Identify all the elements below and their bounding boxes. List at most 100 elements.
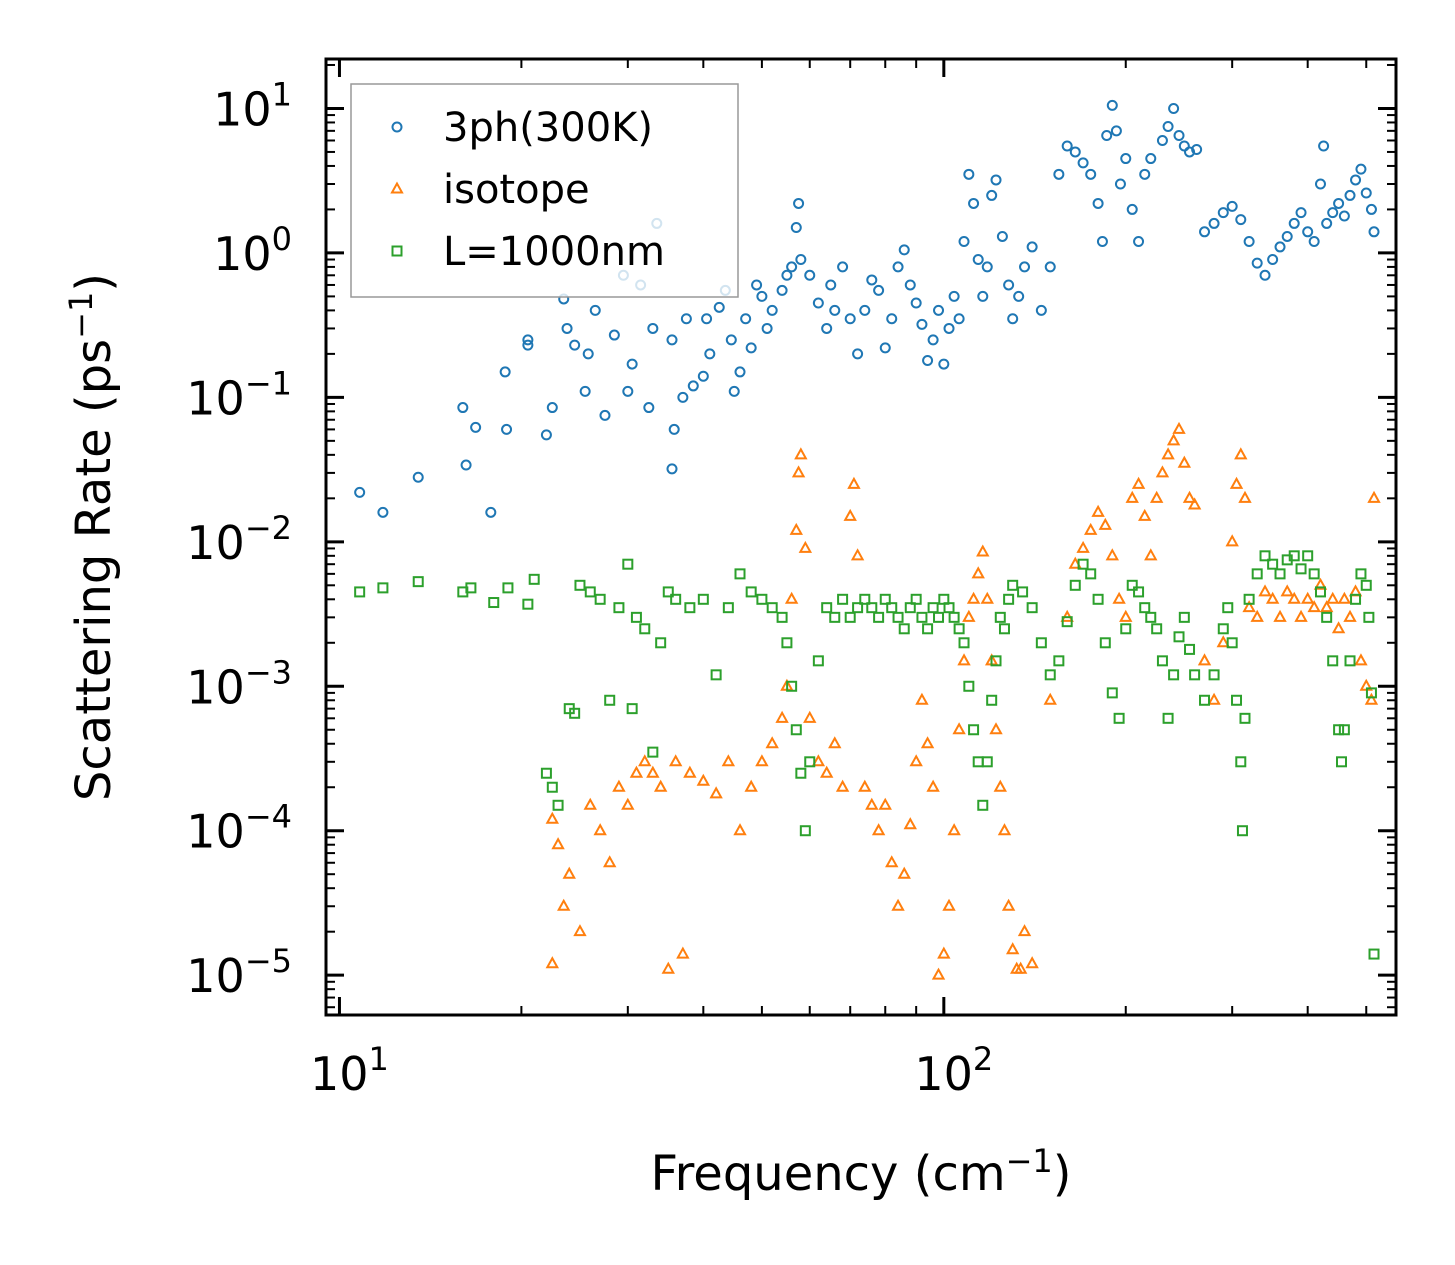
series-triangle bbox=[545, 421, 1381, 980]
data-point bbox=[910, 593, 922, 605]
data-point bbox=[916, 318, 928, 330]
data-point bbox=[733, 823, 747, 836]
data-point bbox=[377, 506, 389, 518]
data-point bbox=[1173, 631, 1185, 643]
data-point bbox=[584, 586, 596, 598]
y-tick-label-exponent: −3 bbox=[245, 653, 292, 691]
data-point bbox=[1114, 178, 1126, 190]
data-point bbox=[1099, 637, 1111, 649]
data-point bbox=[866, 602, 878, 614]
data-point bbox=[1350, 174, 1362, 186]
data-point bbox=[1092, 593, 1104, 605]
data-point bbox=[1084, 522, 1098, 535]
plot-frame bbox=[324, 57, 1398, 1017]
data-point bbox=[1076, 540, 1090, 553]
data-point bbox=[938, 358, 950, 370]
data-point bbox=[819, 765, 834, 778]
data-point bbox=[1229, 476, 1244, 489]
data-point bbox=[837, 593, 849, 605]
data-point bbox=[668, 423, 680, 435]
data-point bbox=[1133, 235, 1145, 247]
x-tick-label-exponent: 2 bbox=[973, 1040, 993, 1078]
data-point bbox=[662, 586, 674, 598]
x-axis-title-exponent: −1 bbox=[1006, 1142, 1053, 1180]
data-point bbox=[540, 429, 552, 441]
data-point bbox=[1044, 261, 1056, 273]
data-point bbox=[1321, 217, 1333, 229]
data-point bbox=[1187, 497, 1202, 510]
data-point bbox=[971, 566, 985, 579]
data-point bbox=[696, 773, 711, 786]
data-point bbox=[835, 779, 850, 792]
data-point bbox=[728, 385, 740, 397]
data-point bbox=[701, 313, 713, 325]
data-point bbox=[990, 174, 1002, 186]
data-point bbox=[1125, 490, 1139, 503]
data-point bbox=[1053, 655, 1065, 667]
series-circle bbox=[354, 99, 1380, 518]
data-point bbox=[630, 611, 642, 623]
data-point bbox=[740, 313, 752, 325]
data-point bbox=[1355, 163, 1367, 175]
y-tick-label: 10−5 bbox=[186, 942, 292, 1003]
data-point bbox=[721, 754, 736, 767]
y-axis-title-text: Scattering Rate (ps bbox=[66, 339, 122, 801]
data-point bbox=[1191, 143, 1203, 155]
data-point bbox=[1280, 584, 1294, 597]
data-point bbox=[1077, 558, 1089, 570]
data-point bbox=[1131, 476, 1146, 489]
y-tick-label-base: 10 bbox=[186, 949, 245, 1003]
legend-label: L=1000nm bbox=[443, 229, 665, 275]
data-point bbox=[852, 348, 864, 360]
data-point bbox=[794, 447, 808, 460]
data-point bbox=[1168, 102, 1180, 114]
data-point bbox=[981, 756, 993, 768]
data-point bbox=[776, 284, 788, 296]
data-point bbox=[977, 290, 989, 302]
data-point bbox=[1007, 579, 1019, 591]
data-point bbox=[927, 602, 939, 614]
data-point bbox=[1101, 129, 1113, 141]
data-point bbox=[997, 823, 1012, 836]
data-point bbox=[795, 767, 807, 779]
data-point bbox=[873, 284, 885, 296]
data-point bbox=[460, 459, 472, 471]
data-point bbox=[697, 593, 709, 605]
data-point bbox=[643, 402, 655, 414]
data-point bbox=[579, 385, 591, 397]
data-point bbox=[1199, 694, 1211, 706]
y-tick-label-exponent: 1 bbox=[272, 75, 292, 113]
data-point bbox=[666, 463, 678, 475]
data-point bbox=[1288, 550, 1300, 562]
data-point bbox=[858, 779, 872, 792]
data-point bbox=[1126, 203, 1138, 215]
data-point bbox=[1274, 241, 1286, 253]
y-tick-label-base: 10 bbox=[186, 660, 245, 714]
data-point bbox=[886, 313, 898, 325]
y-tick-label: 101 bbox=[213, 75, 292, 136]
data-point bbox=[897, 866, 911, 879]
data-point bbox=[1344, 189, 1356, 201]
data-point bbox=[942, 898, 956, 911]
y-axis-title-exponent: −1 bbox=[62, 292, 100, 339]
data-point bbox=[709, 786, 723, 799]
data-point bbox=[599, 409, 611, 421]
data-point bbox=[1120, 153, 1132, 165]
data-point bbox=[354, 486, 366, 498]
data-point bbox=[1173, 129, 1185, 141]
data-point bbox=[933, 611, 945, 623]
data-point bbox=[734, 366, 746, 378]
data-point bbox=[666, 334, 678, 346]
data-point bbox=[986, 189, 998, 201]
data-point bbox=[1007, 313, 1019, 325]
data-point bbox=[647, 746, 659, 758]
data-point bbox=[1222, 602, 1234, 614]
data-point bbox=[927, 334, 939, 346]
data-point bbox=[1166, 433, 1181, 446]
data-point bbox=[937, 946, 951, 959]
data-point bbox=[977, 799, 989, 811]
data-point bbox=[647, 322, 659, 334]
data-point bbox=[761, 322, 773, 334]
data-point bbox=[786, 261, 798, 273]
data-point bbox=[811, 754, 826, 767]
